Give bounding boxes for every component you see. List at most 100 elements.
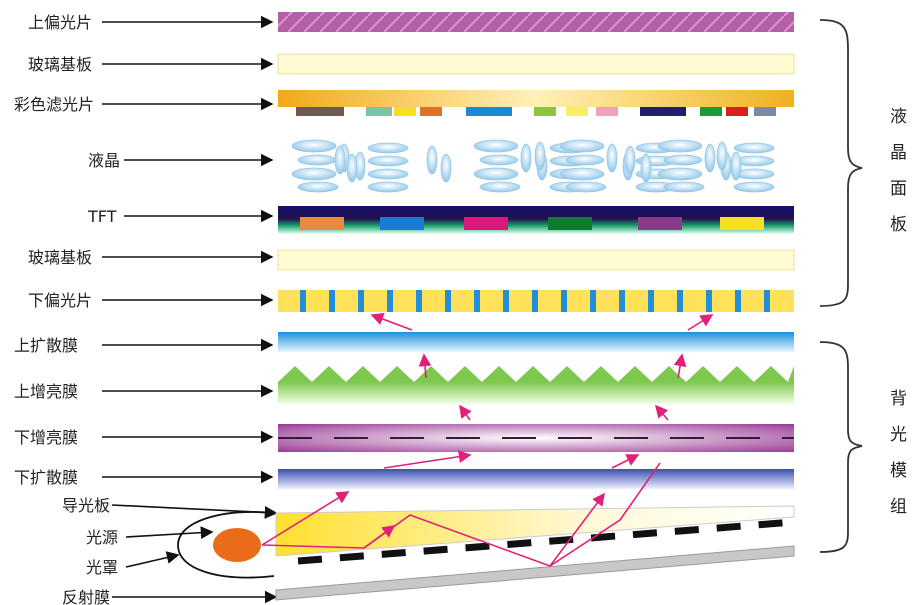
liquid-crystal-layer — [291, 139, 775, 193]
light-rays — [261, 312, 714, 567]
lamp-cover — [177, 511, 275, 579]
crystal-molecule — [730, 151, 742, 181]
crystal-molecule — [733, 142, 775, 154]
light-ray-11 — [687, 314, 714, 331]
polarizer-stripe — [619, 290, 625, 312]
crystal-molecule — [657, 139, 703, 153]
label-upper-brightness: 上增亮膜 — [14, 382, 78, 401]
crystal-molecule — [559, 139, 605, 153]
panel-group-char-2: 晶 — [890, 143, 907, 163]
label-lower-polarizer: 下偏光片 — [28, 291, 92, 310]
crystal-molecule — [733, 181, 775, 193]
light-ray-4 — [383, 450, 472, 469]
crystal-molecule — [624, 145, 636, 175]
crystal-molecule — [565, 181, 607, 193]
upper-brightness-layer — [278, 366, 794, 404]
light-ray-3 — [549, 492, 605, 567]
glass-top-layer — [277, 53, 795, 75]
crystal-molecule — [291, 167, 337, 181]
crystal-molecule — [565, 154, 605, 166]
crystal-molecule — [663, 181, 705, 193]
polarizer-stripe — [706, 290, 712, 312]
light-ray-6 — [459, 404, 472, 421]
glass-bottom-layer — [277, 249, 795, 271]
light-ray-5 — [611, 454, 640, 469]
polarizer-stripe — [300, 290, 306, 312]
light-ray-9 — [673, 353, 687, 379]
label-light-guide: 导光板 — [62, 496, 110, 515]
crystal-molecule — [657, 167, 703, 181]
backlight-group-label: 背 光 模 组 — [890, 389, 907, 517]
crystal-molecule — [291, 139, 337, 153]
light-source-lamp — [213, 528, 261, 562]
polarizer-stripe — [677, 290, 683, 312]
crystal-molecule — [334, 145, 346, 175]
light-ray-1 — [261, 491, 350, 546]
polarizer-stripe — [358, 290, 364, 312]
panel-group-char-1: 液 — [890, 107, 907, 127]
panel-group-label: 液 晶 面 板 — [890, 107, 907, 235]
label-upper-polarizer: 上偏光片 — [28, 13, 92, 32]
tft-layer — [278, 206, 794, 234]
arrow-lamp-cover — [125, 551, 180, 568]
label-liquid-crystal: 液晶 — [88, 151, 120, 170]
arrow-light-source — [125, 526, 214, 540]
label-glass-top: 玻璃基板 — [28, 55, 92, 74]
light-ray-7 — [654, 404, 669, 421]
lower-polarizer-layer — [278, 290, 794, 312]
crystal-molecule — [520, 143, 532, 173]
crystal-molecule — [426, 145, 438, 175]
label-reflector: 反射膜 — [62, 588, 110, 605]
crystal-molecule — [346, 153, 358, 183]
crystal-molecule — [606, 143, 618, 173]
light-ray-2 — [363, 525, 396, 549]
crystal-molecule — [534, 141, 546, 171]
label-lower-diffuser: 下扩散膜 — [14, 468, 78, 487]
panel-brace — [819, 19, 863, 307]
polarizer-stripe — [735, 290, 741, 312]
upper-polarizer-layer — [278, 12, 794, 32]
polarizer-stripe — [329, 290, 335, 312]
lower-diffuser-layer — [278, 469, 794, 489]
polarizer-stripe — [474, 290, 480, 312]
polarizer-stripe — [532, 290, 538, 312]
crystal-molecule — [640, 153, 652, 183]
color-filter-layer — [278, 90, 794, 116]
layer-labels: 上偏光片 玻璃基板 彩色滤光片 液晶 TFT 玻璃基板 下偏光片 上扩散膜 上增… — [14, 13, 120, 605]
backlight-group-char-4: 组 — [890, 497, 907, 517]
light-ray-main — [261, 462, 661, 567]
lower-brightness-layer — [278, 424, 794, 452]
label-upper-diffuser: 上扩散膜 — [14, 336, 78, 355]
crystal-molecule — [440, 153, 452, 183]
label-tft: TFT — [87, 207, 117, 226]
backlight-group-char-2: 光 — [890, 425, 907, 445]
light-ray-10 — [370, 312, 413, 331]
panel-group-char-4: 板 — [890, 215, 907, 235]
crystal-molecule — [473, 167, 519, 181]
label-color-filter: 彩色滤光片 — [14, 95, 94, 114]
backlight-brace — [819, 341, 863, 553]
crystal-molecule — [479, 181, 521, 193]
upper-diffuser-layer — [278, 332, 794, 352]
crystal-molecule — [297, 181, 339, 193]
pointer-arrows — [102, 15, 278, 604]
polarizer-stripe — [648, 290, 654, 312]
reflector-layer — [275, 545, 795, 601]
crystal-molecule — [367, 168, 409, 180]
polarizer-stripe — [590, 290, 596, 312]
label-light-source: 光源 — [86, 528, 118, 547]
crystal-molecule — [479, 154, 519, 166]
crystal-molecule — [716, 141, 728, 171]
crystal-molecule — [663, 154, 703, 166]
crystal-molecule — [367, 155, 409, 167]
polarizer-stripe — [387, 290, 393, 312]
label-lamp-cover: 光罩 — [86, 558, 118, 577]
crystal-molecule — [704, 143, 716, 173]
polarizer-stripe — [416, 290, 422, 312]
polarizer-stripe — [503, 290, 509, 312]
crystal-molecule — [559, 167, 605, 181]
panel-group-char-3: 面 — [890, 179, 907, 199]
backlight-group-char-3: 模 — [890, 461, 907, 481]
light-ray-8 — [418, 353, 432, 379]
